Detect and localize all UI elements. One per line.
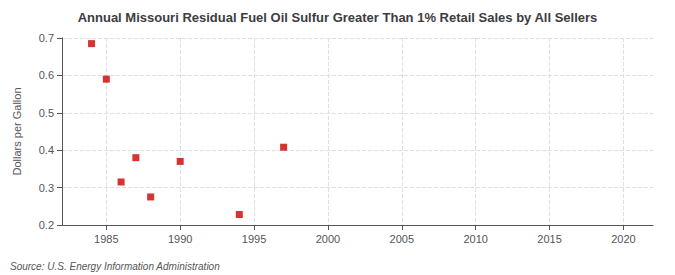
svg-text:0.3: 0.3	[39, 182, 54, 194]
svg-text:Source: U.S. Energy Informatio: Source: U.S. Energy Information Administ…	[10, 261, 220, 272]
svg-text:Annual Missouri Residual Fuel: Annual Missouri Residual Fuel Oil Sulfur…	[78, 10, 598, 25]
svg-text:2005: 2005	[390, 233, 414, 245]
svg-text:2010: 2010	[463, 233, 487, 245]
svg-text:0.6: 0.6	[39, 69, 54, 81]
svg-text:1995: 1995	[242, 233, 266, 245]
svg-text:0.5: 0.5	[39, 107, 54, 119]
svg-text:2015: 2015	[537, 233, 561, 245]
svg-text:2020: 2020	[611, 233, 635, 245]
svg-text:0.7: 0.7	[39, 32, 54, 44]
svg-text:0.4: 0.4	[39, 144, 54, 156]
svg-text:1985: 1985	[94, 233, 118, 245]
svg-text:0.2: 0.2	[39, 219, 54, 231]
svg-text:2000: 2000	[316, 233, 340, 245]
svg-text:1990: 1990	[168, 233, 192, 245]
svg-text:Dollars per Gallon: Dollars per Gallon	[11, 87, 23, 175]
